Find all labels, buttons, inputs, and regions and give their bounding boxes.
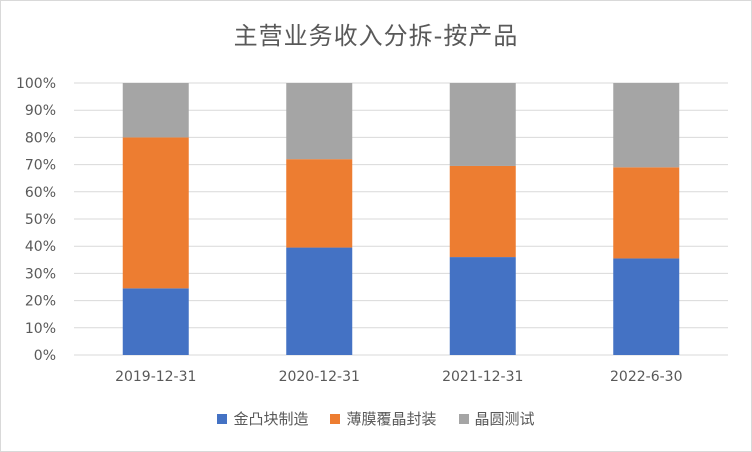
y-tick-label: 70% [25, 158, 56, 174]
bar-segment [122, 288, 189, 355]
bar-segment [286, 159, 353, 248]
legend-label-gold-bump: 金凸块制造 [233, 410, 309, 428]
legend-item-cof: 薄膜覆晶封装 [330, 408, 437, 429]
bar-segment [613, 258, 680, 355]
legend-swatch-cof [330, 413, 341, 424]
legend: 金凸块制造 薄膜覆晶封装 晶圆测试 [0, 408, 752, 429]
legend-swatch-wafer-test [458, 413, 469, 424]
y-tick-label: 0% [34, 348, 56, 364]
bar-segment [122, 137, 189, 289]
chart-title: 主营业务收入分拆-按产品 [233, 22, 519, 50]
bar-segment [449, 83, 516, 166]
x-tick-label: 2022-6-30 [610, 369, 682, 385]
legend-item-gold-bump: 金凸块制造 [217, 408, 308, 429]
y-tick-label: 20% [25, 294, 56, 310]
bar-segment [449, 257, 516, 355]
legend-swatch-gold-bump [217, 413, 228, 424]
x-tick-label: 2021-12-31 [442, 369, 523, 385]
bar-segment [613, 83, 680, 168]
bar-segment [122, 83, 189, 138]
y-tick-label: 90% [25, 103, 56, 119]
bar-segment [449, 165, 516, 258]
x-tick-label: 2020-12-31 [279, 369, 360, 385]
legend-item-wafer-test: 晶圆测试 [458, 408, 535, 429]
y-tick-label: 40% [25, 239, 56, 255]
y-tick-label: 100% [16, 76, 56, 92]
bar-segment [613, 167, 680, 259]
y-tick-label: 30% [25, 266, 56, 282]
bar-segment [286, 83, 353, 160]
legend-label-cof: 薄膜覆晶封装 [346, 410, 437, 428]
bar-segment [286, 247, 353, 355]
y-tick-label: 60% [25, 185, 56, 201]
x-tick-label: 2019-12-31 [115, 369, 196, 385]
y-tick-label: 50% [25, 212, 56, 228]
y-tick-label: 80% [25, 130, 56, 146]
y-tick-label: 10% [25, 321, 56, 337]
legend-label-wafer-test: 晶圆测试 [474, 410, 535, 428]
